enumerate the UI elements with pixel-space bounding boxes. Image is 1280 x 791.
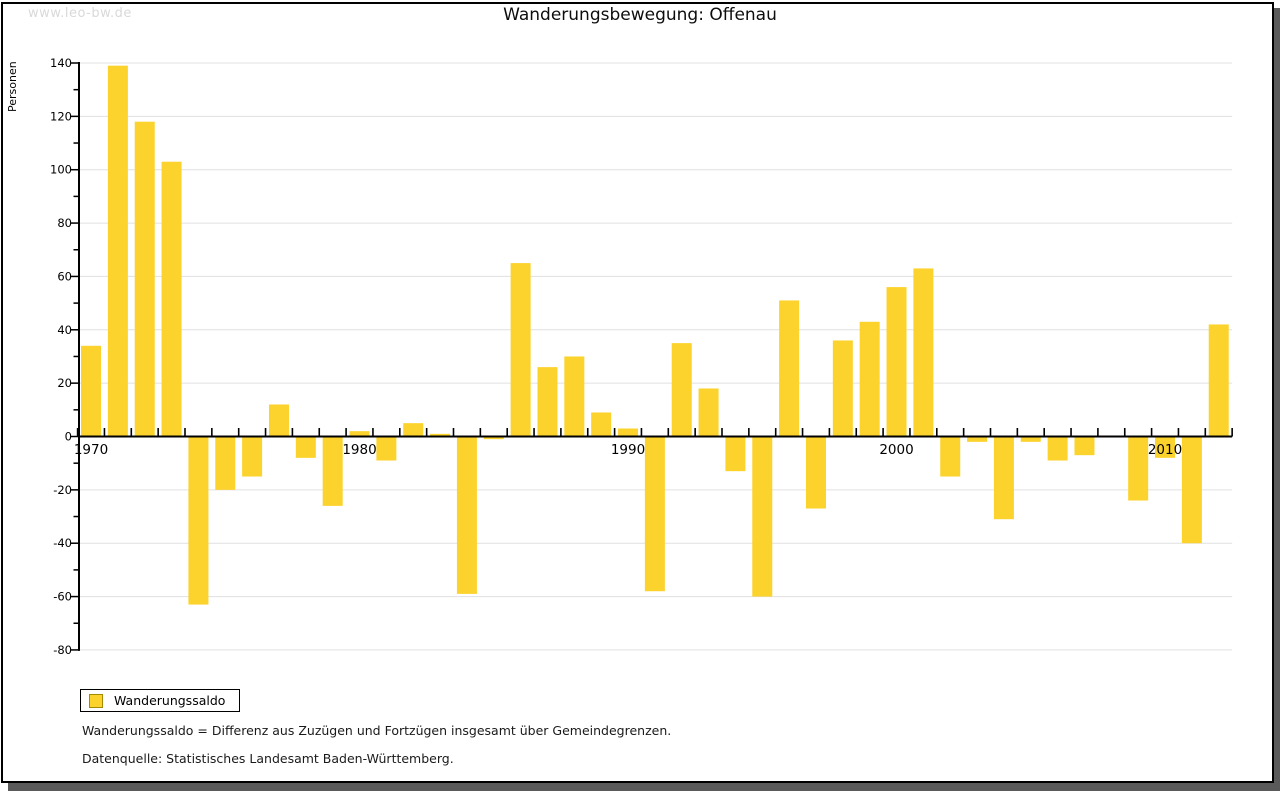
bar-1972 xyxy=(134,121,155,437)
y-tick-label: 40 xyxy=(57,323,72,337)
y-tick-label: 0 xyxy=(65,430,72,444)
y-tick-label: -20 xyxy=(53,483,72,497)
bar-1989 xyxy=(591,412,612,437)
bar-1993 xyxy=(698,388,719,437)
x-tick-label: 1990 xyxy=(611,442,645,458)
bar-2002 xyxy=(940,436,961,477)
footnote-source: Datenquelle: Statistisches Landesamt Bad… xyxy=(82,751,454,766)
watermark: www.leo-bw.de xyxy=(28,6,132,21)
drop-shadow-right xyxy=(1274,8,1280,791)
bar-1994 xyxy=(725,436,746,472)
chart-title: Wanderungsbewegung: Offenau xyxy=(503,5,777,25)
bar-2006 xyxy=(1047,436,1068,461)
drop-shadow-bottom xyxy=(8,783,1280,791)
bar-2010 xyxy=(1155,436,1176,458)
bar-2009 xyxy=(1128,436,1149,501)
bar-2011 xyxy=(1181,436,1202,544)
bar-1975 xyxy=(215,436,236,490)
bar-1985 xyxy=(483,436,504,440)
bar-1979 xyxy=(322,436,343,506)
bar-1971 xyxy=(107,65,128,437)
bar-2012 xyxy=(1208,324,1229,437)
bar-2007 xyxy=(1074,436,1095,456)
y-tick-label: 140 xyxy=(50,56,72,70)
y-tick-label: -40 xyxy=(53,536,72,550)
bar-1984 xyxy=(456,436,477,594)
bar-1988 xyxy=(564,356,585,437)
bar-1986 xyxy=(510,263,531,437)
bar-1991 xyxy=(644,436,665,592)
bar-1983 xyxy=(430,433,451,437)
bar-1992 xyxy=(671,343,692,437)
bar-1987 xyxy=(537,367,558,437)
footnote-definition: Wanderungssaldo = Differenz aus Zuzügen … xyxy=(82,723,672,738)
bar-1976 xyxy=(242,436,263,477)
y-tick-label: 80 xyxy=(57,216,72,230)
bar-1970 xyxy=(81,345,102,437)
y-tick-label: 20 xyxy=(57,376,72,390)
legend-label: Wanderungssaldo xyxy=(114,693,226,708)
bar-1996 xyxy=(779,300,800,437)
y-tick-label: -80 xyxy=(53,643,72,657)
bar-1990 xyxy=(618,428,639,437)
bar-1977 xyxy=(268,404,289,437)
bar-2001 xyxy=(913,268,934,437)
x-tick-label: 2000 xyxy=(879,442,913,458)
x-tick-label: 1980 xyxy=(342,442,376,458)
bar-2005 xyxy=(1020,436,1041,442)
bar-2004 xyxy=(993,436,1014,520)
y-tick-label: 120 xyxy=(50,109,72,123)
x-tick-label: 2010 xyxy=(1148,442,1182,458)
bar-1974 xyxy=(188,436,209,605)
bar-1973 xyxy=(161,161,182,437)
x-tick-label: 1970 xyxy=(74,442,108,458)
bar-1981 xyxy=(376,436,397,461)
bar-1997 xyxy=(805,436,826,509)
bar-2000 xyxy=(886,287,907,437)
bar-1978 xyxy=(295,436,316,458)
bar-1982 xyxy=(403,423,424,437)
bar-1998 xyxy=(832,340,853,437)
y-tick-label: -60 xyxy=(53,590,72,604)
legend: Wanderungssaldo xyxy=(80,689,240,712)
bar-1999 xyxy=(859,321,880,437)
bar-1980 xyxy=(349,431,370,437)
y-tick-label: 100 xyxy=(50,163,72,177)
bar-2003 xyxy=(967,436,988,442)
y-tick-label: 60 xyxy=(57,269,72,283)
bar-1995 xyxy=(752,436,773,597)
legend-swatch-icon xyxy=(89,693,103,708)
